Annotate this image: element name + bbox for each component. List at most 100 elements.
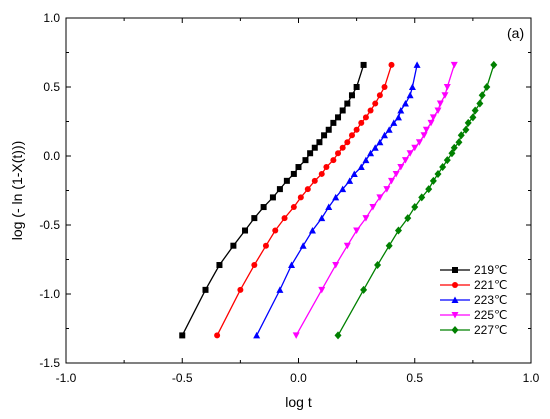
data-point [325,203,333,211]
data-point [353,227,361,235]
data-point [288,261,296,269]
data-point [413,61,421,68]
data-point [411,144,419,152]
series-line [216,64,393,336]
data-point [316,139,323,146]
legend-entry: 219℃ [440,263,508,277]
data-point [371,144,379,151]
data-point [397,106,405,114]
data-point [216,262,223,269]
data-point [490,60,498,69]
data-point [406,91,414,99]
y-tick-label: 1.0 [43,11,60,25]
data-point [330,157,337,164]
data-point [429,176,437,185]
data-point [332,262,340,269]
data-point [358,119,365,126]
y-tick-label: -0.5 [39,218,60,232]
x-tick-label: -1.0 [56,371,77,385]
data-point [478,91,486,100]
data-point [362,156,370,164]
legend-entry: 223℃ [440,293,508,307]
data-point [297,194,304,201]
legend-marker [452,267,458,273]
data-point [307,150,314,157]
data-point [330,119,337,126]
data-point [443,84,451,91]
data-point [362,114,369,121]
y-tick-label: 0.5 [43,80,60,94]
series-layer [179,60,498,340]
legend-entry: 227℃ [440,323,508,337]
data-point [325,126,332,133]
data-point [202,286,209,293]
data-point [397,164,405,171]
data-point [269,194,276,201]
legend-label: 227℃ [474,323,508,337]
data-point [360,285,368,294]
data-point [251,215,258,222]
data-point [427,119,435,127]
series [179,61,367,339]
data-point [237,286,244,293]
data-point [381,84,388,90]
data-point [388,177,395,185]
series [253,61,421,339]
data-point [448,149,456,158]
data-point [434,169,442,178]
data-point [374,261,382,270]
data-point [253,331,261,339]
y-tick-label: 0.0 [43,149,60,163]
data-point [343,242,351,250]
data-point [383,186,391,193]
data-point [318,214,326,222]
data-point [401,157,409,164]
data-point [439,163,447,172]
data-point [335,150,342,157]
data-point [462,125,470,134]
x-tick-label: 0.0 [290,371,307,385]
data-point [290,170,297,177]
data-point [311,144,318,151]
data-point [339,107,346,114]
data-point [441,92,449,99]
data-point [376,138,384,146]
data-point [214,332,221,339]
data-point [450,143,458,152]
legend-marker [451,296,459,303]
axis-ticks: -1.0 -0.5 0.0 0.5 1.0-1.5-1.0-0.50.00.51.0 [39,11,539,385]
data-point [420,132,428,139]
data-point [476,99,484,108]
data-point [335,114,342,121]
legend-label: 225℃ [474,308,508,322]
legend-entry: 221℃ [440,278,508,292]
data-point [418,193,426,202]
data-point [411,203,419,212]
legend-marker [451,312,459,319]
data-point [404,214,412,223]
data-point [295,164,302,171]
data-point [457,131,465,140]
data-point [357,163,365,171]
data-point [394,226,402,235]
data-point [281,215,288,222]
legend-entry: 225℃ [440,308,508,322]
x-tick-label: -0.5 [172,371,193,385]
data-point [469,113,477,122]
data-point [290,204,297,211]
data-point [302,157,309,164]
data-point [276,286,284,293]
data-point [434,107,442,114]
data-point [401,100,409,107]
data-point [353,84,360,90]
legend-marker [452,282,458,288]
data-point [348,92,355,99]
data-point [344,139,351,146]
data-point [385,126,393,133]
data-point [408,83,416,90]
data-point [381,131,389,139]
data-point [367,107,374,114]
data-point [376,194,384,201]
data-point [339,144,346,151]
